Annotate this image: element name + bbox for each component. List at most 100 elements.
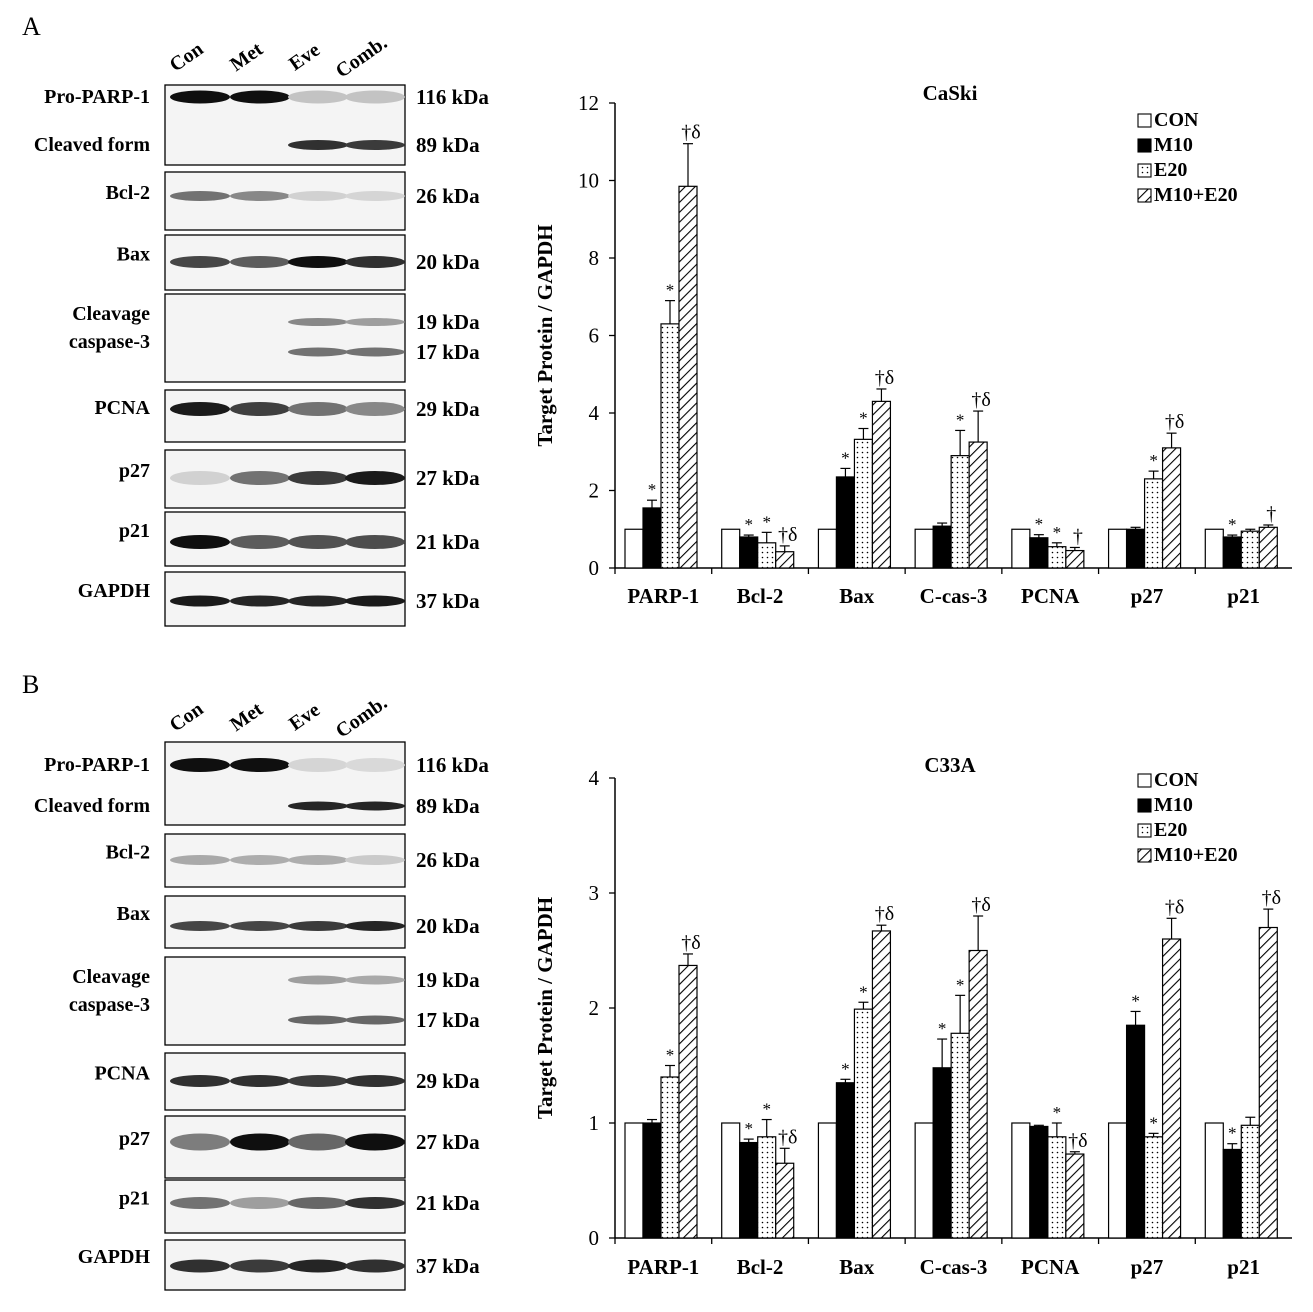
legend-swatch: [1137, 163, 1152, 178]
legend-label: CON: [1154, 109, 1199, 131]
protein-band: [288, 191, 348, 201]
bar: [1107, 1122, 1128, 1239]
significance-mark: †δ: [875, 367, 894, 389]
significance-mark: *: [744, 1119, 753, 1138]
significance-mark: *: [956, 410, 965, 429]
protein-label: Bax: [117, 244, 150, 266]
bar: [775, 551, 795, 569]
protein-band: [345, 1075, 405, 1087]
significance-mark: *: [1149, 1113, 1158, 1132]
x-tick-label: Bcl-2: [737, 1255, 784, 1279]
significance-mark: *: [841, 1059, 850, 1078]
protein-label: caspase-3: [69, 331, 150, 353]
bar: [1065, 1153, 1085, 1239]
significance-mark: †δ: [778, 1126, 797, 1148]
bar: [853, 438, 874, 569]
bar: [660, 1076, 680, 1239]
bar: [624, 1122, 644, 1239]
kda-label: 27 kDa: [416, 1130, 480, 1154]
protein-label: Bax: [117, 903, 150, 925]
y-tick-label: 1: [589, 1111, 600, 1135]
significance-mark: *: [859, 409, 868, 428]
legend-swatch: [1137, 138, 1152, 153]
bar: [1011, 1122, 1031, 1239]
lane-label: Met: [226, 38, 267, 76]
significance-mark: *: [1149, 451, 1158, 470]
bar: [914, 1122, 934, 1239]
legend-swatch: [1137, 188, 1152, 203]
protein-band: [170, 1259, 230, 1273]
bar: [871, 930, 892, 1239]
western-blot: Con Met Eve Comb. 116 kDa 89 kDa Pro-PARP-1 Cle…: [34, 692, 489, 1291]
y-tick-label: 12: [578, 91, 599, 115]
protein-band: [230, 191, 290, 201]
bar: [1258, 926, 1278, 1239]
kda-label: 20 kDa: [416, 250, 480, 274]
legend-label: M10: [1154, 794, 1193, 816]
protein-band: [170, 1075, 230, 1087]
kda-label: 26 kDa: [416, 184, 480, 208]
y-tick-label: 8: [589, 246, 600, 270]
protein-band: [288, 758, 348, 772]
y-tick-label: 4: [589, 401, 600, 425]
panel-b: B Con Met Eve Comb. 116 kDa 89 kDa Pro-PARP-1 C…: [0, 660, 1313, 1312]
protein-band: [230, 1075, 290, 1087]
protein-band: [288, 535, 348, 549]
blot-strip: [164, 171, 406, 231]
bar: [968, 441, 988, 569]
significance-mark: *: [762, 512, 771, 531]
bar: [1222, 536, 1242, 569]
protein-band: [230, 1197, 290, 1209]
legend-swatch: [1137, 773, 1152, 788]
significance-mark: †δ: [1068, 1130, 1087, 1152]
significance-mark: *: [762, 1100, 771, 1119]
x-tick-label: Bcl-2: [737, 584, 784, 608]
bar: [1161, 938, 1182, 1239]
kda-label: 21 kDa: [416, 1191, 480, 1215]
lane-label: Eve: [285, 699, 324, 736]
protein-label: Bcl-2: [106, 182, 150, 204]
kda-label: 17 kDa: [416, 1008, 480, 1032]
significance-mark: *: [938, 1019, 947, 1038]
protein-band: [288, 318, 348, 326]
lane-label: Comb.: [332, 32, 392, 83]
bar: [853, 1008, 874, 1239]
kda-label: 26 kDa: [416, 848, 480, 872]
protein-band: [288, 921, 348, 931]
protein-band: [288, 975, 348, 985]
kda-label: 19 kDa: [416, 968, 480, 992]
x-tick-label: Bax: [839, 1255, 875, 1279]
x-tick-label: PARP-1: [627, 1255, 699, 1279]
protein-label: PCNA: [94, 397, 150, 419]
bar-chart: C33A Target Protein / GAPDH 0 1 2 3 4 PARP-1 * †δ…: [533, 753, 1292, 1279]
bar: [1125, 528, 1146, 569]
protein-band: [230, 402, 290, 416]
x-tick-label: PCNA: [1021, 584, 1080, 608]
protein-band: [288, 1133, 348, 1151]
protein-band: [345, 1015, 405, 1025]
protein-band: [230, 90, 290, 104]
bar: [642, 1122, 662, 1239]
kda-label: 21 kDa: [416, 530, 480, 554]
western-blot: Con Met Eve Comb. 116 kDa 89 kDa Pro-PARP-1 Cle…: [34, 32, 489, 627]
protein-band: [288, 1015, 348, 1025]
protein-band: [345, 1197, 405, 1209]
bar: [1240, 530, 1260, 569]
legend-label: E20: [1154, 159, 1187, 181]
y-tick-label: 2: [589, 479, 600, 503]
bar: [624, 528, 644, 569]
protein-band: [345, 347, 405, 357]
significance-mark: †δ: [971, 894, 990, 916]
bar: [1011, 528, 1031, 569]
protein-band: [345, 191, 405, 201]
bar: [871, 400, 892, 569]
protein-band: [170, 758, 230, 772]
bar: [1047, 546, 1067, 569]
protein-label: Pro-PARP-1: [44, 754, 150, 776]
kda-label: 19 kDa: [416, 310, 480, 334]
kda-label: 37 kDa: [416, 1254, 480, 1278]
chart-title: CaSki: [923, 81, 978, 105]
protein-band: [170, 191, 230, 201]
protein-label: p21: [119, 520, 150, 542]
protein-band: [345, 256, 405, 268]
